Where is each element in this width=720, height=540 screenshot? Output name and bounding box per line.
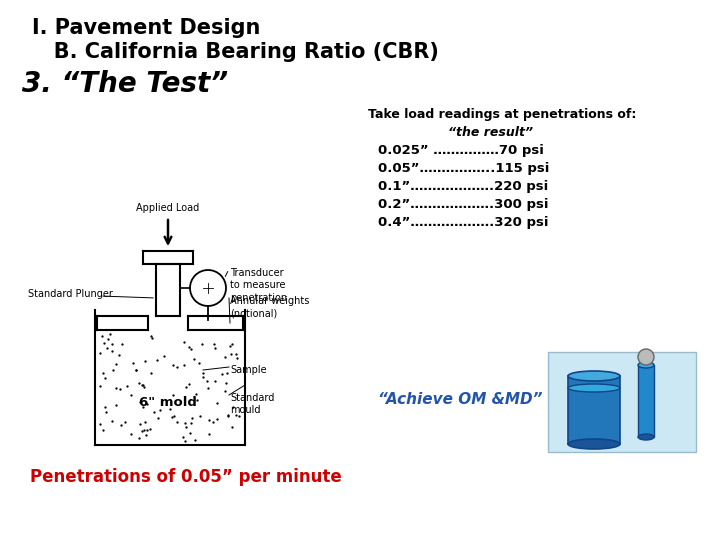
Text: “the result”: “the result” (448, 126, 533, 139)
Text: 0.4”……………….320 psi: 0.4”……………….320 psi (378, 216, 549, 229)
Text: B. California Bearing Ratio (CBR): B. California Bearing Ratio (CBR) (32, 42, 439, 62)
Ellipse shape (638, 362, 654, 368)
Text: 0.05”……………..115 psi: 0.05”……………..115 psi (378, 162, 549, 175)
Text: Take load readings at penetrations of:: Take load readings at penetrations of: (368, 108, 636, 121)
Ellipse shape (568, 371, 620, 381)
Text: 0.2”……………….300 psi: 0.2”……………….300 psi (378, 198, 549, 211)
Text: 0.025” ……………70 psi: 0.025” ……………70 psi (378, 144, 544, 157)
Bar (568, 376, 620, 444)
Ellipse shape (568, 439, 620, 449)
Text: 0.1”……………….220 psi: 0.1”……………….220 psi (378, 180, 548, 193)
Text: Transducer
to measure
penetration: Transducer to measure penetration (230, 268, 287, 303)
Bar (548, 352, 696, 452)
Text: Penetrations of 0.05” per minute: Penetrations of 0.05” per minute (30, 468, 342, 486)
Text: 6" mold: 6" mold (139, 396, 197, 409)
Bar (638, 365, 654, 437)
Text: 3. “The Test”: 3. “The Test” (22, 70, 228, 98)
Text: Annular weights
(notional): Annular weights (notional) (230, 296, 310, 319)
Text: Standard Plunger: Standard Plunger (28, 289, 113, 299)
Ellipse shape (568, 384, 620, 392)
Text: Sample: Sample (230, 365, 266, 375)
Ellipse shape (638, 434, 654, 440)
Circle shape (638, 349, 654, 365)
Text: “Achieve OM &MD”: “Achieve OM &MD” (378, 392, 542, 407)
Text: Applied Load: Applied Load (136, 203, 199, 213)
Text: Standard
mould: Standard mould (230, 393, 274, 415)
Text: I. Pavement Design: I. Pavement Design (32, 18, 261, 38)
